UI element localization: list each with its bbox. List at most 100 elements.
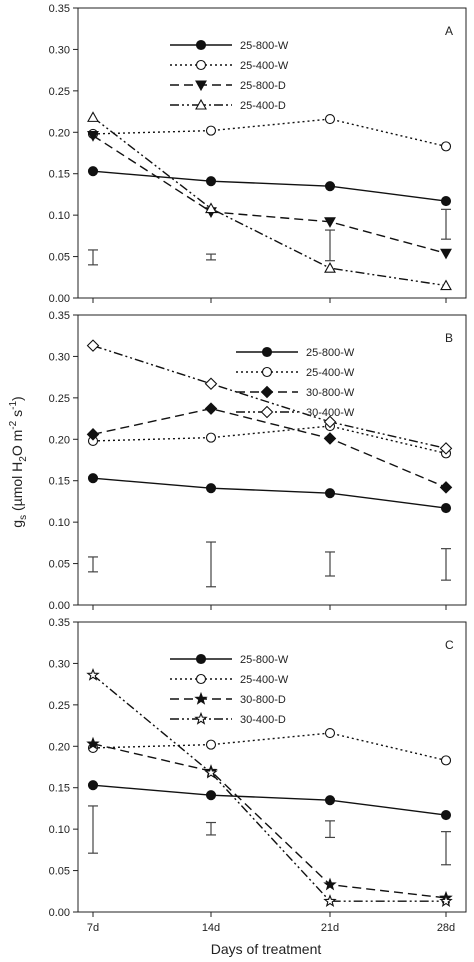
error-bar [441, 548, 451, 581]
legend-marker [260, 405, 274, 419]
data-point [87, 111, 99, 122]
legend: 25-800-W 25-400-W 30-800-W 30-400-W [236, 346, 355, 419]
panel-label: B [445, 331, 453, 345]
y-tick-label: 0.15 [49, 783, 70, 795]
data-point [205, 176, 217, 187]
panel-label: C [445, 638, 454, 652]
y-tick-label: 0.10 [49, 824, 70, 836]
legend-label: 25-400-W [240, 674, 289, 686]
y-axis-title-rest: (µmol H [9, 462, 25, 515]
data-point [324, 727, 336, 739]
data-point [324, 262, 336, 273]
legend-marker [194, 711, 208, 725]
panel-a: 0.00 0.05 0.10 0.15 0.20 0.25 0.30 0.35 A 25-800-… [49, 3, 467, 305]
legend-label: 30-400-W [306, 407, 355, 419]
series-25-800-W [87, 166, 452, 207]
series-line [92, 344, 447, 450]
data-point [204, 765, 218, 779]
series-25-800-W [87, 780, 452, 821]
legend-label: 25-800-W [306, 347, 355, 359]
series-line [92, 477, 447, 509]
legend-marker [261, 346, 273, 358]
error-bar [206, 253, 216, 261]
y-tick-label: 0.00 [49, 600, 70, 612]
data-point [324, 795, 336, 806]
data-point [204, 402, 218, 415]
y-tick-label: 0.25 [49, 700, 70, 712]
error-bar [206, 541, 216, 588]
legend-marker [194, 691, 208, 705]
y-tick-label: 0.15 [49, 476, 70, 488]
legend-marker [260, 385, 274, 399]
legend-marker [195, 653, 207, 665]
y-axis-title-rest3: s [9, 410, 25, 421]
y-tick-label: 0.35 [49, 3, 70, 15]
series-30-400-W [86, 339, 453, 455]
y-tick-label: 0.30 [49, 44, 70, 56]
data-point [205, 790, 217, 801]
data-point [86, 428, 100, 441]
y-tick-label: 0.05 [49, 559, 70, 571]
y-tick-label: 0.10 [49, 210, 70, 222]
legend-label: 25-400-D [240, 100, 286, 112]
data-point [323, 894, 337, 907]
series-25-400-W [87, 113, 452, 152]
series-25-800-W [87, 473, 452, 514]
y-axis-title: gs (µmol H2O m-2 s-1) [8, 396, 29, 527]
legend-label: 30-800-D [240, 694, 286, 706]
legend-marker [195, 98, 207, 110]
data-point [205, 739, 217, 750]
y-tick-label: 0.35 [49, 310, 70, 322]
x-tick-label: 7d [87, 922, 99, 934]
error-bar [325, 229, 335, 262]
series-30-800-D [86, 736, 453, 904]
data-point [324, 217, 336, 228]
y-tick-label: 0.20 [49, 434, 70, 446]
x-tick-label: 28d [437, 922, 455, 934]
legend-marker [261, 366, 273, 378]
x-tick-label: 21d [321, 922, 339, 934]
y-tick-label: 0.20 [49, 741, 70, 753]
y-axis-title-main: g [9, 520, 25, 528]
data-point [86, 339, 100, 352]
y-axis-title-sub: s [18, 515, 29, 520]
series-line [92, 425, 447, 455]
y-tick-label: 0.05 [49, 252, 70, 264]
panel-a-frame [77, 7, 467, 299]
panel-c-frame [77, 621, 467, 913]
y-tick-label: 0.05 [49, 866, 70, 878]
data-point [324, 488, 336, 499]
series-25-400-W [87, 420, 452, 459]
legend-label: 25-400-W [306, 367, 355, 379]
panel-b: 0.00 0.05 0.10 0.15 0.20 0.25 0.30 0.35 B 25-800-… [49, 310, 467, 612]
legend-marker [195, 59, 207, 71]
data-point [87, 131, 99, 142]
data-point [205, 432, 217, 443]
legend: 25-800-W 25-400-W 25-800-D 25-400-D [170, 39, 289, 112]
y-axis-title-sup1: -2 [8, 420, 19, 429]
x-tick-label: 14d [202, 922, 220, 934]
series-line [92, 407, 447, 488]
data-point [439, 442, 453, 455]
data-point [323, 415, 337, 429]
x-axis-title: Days of treatment [211, 941, 322, 957]
series-line [92, 170, 447, 202]
series-25-400-W [87, 727, 452, 766]
y-tick-label: 0.00 [49, 293, 70, 305]
y-axis-title-sup2: -1 [8, 401, 19, 410]
y-tick-label: 0.15 [49, 169, 70, 181]
data-point [324, 113, 336, 125]
y-tick-label: 0.30 [49, 351, 70, 363]
data-point [87, 166, 99, 177]
data-point [87, 473, 99, 484]
y-axis-title-close: ) [9, 396, 25, 401]
y-tick-label: 0.30 [49, 658, 70, 670]
series-line [92, 674, 446, 902]
y-axis-title-sub2: 2 [18, 456, 29, 462]
error-bar [441, 831, 451, 866]
data-point [440, 755, 452, 766]
series-25-400-D [87, 111, 452, 291]
y-tick-label: 0.20 [49, 127, 70, 139]
error-bar [441, 208, 451, 240]
data-point [204, 377, 218, 391]
